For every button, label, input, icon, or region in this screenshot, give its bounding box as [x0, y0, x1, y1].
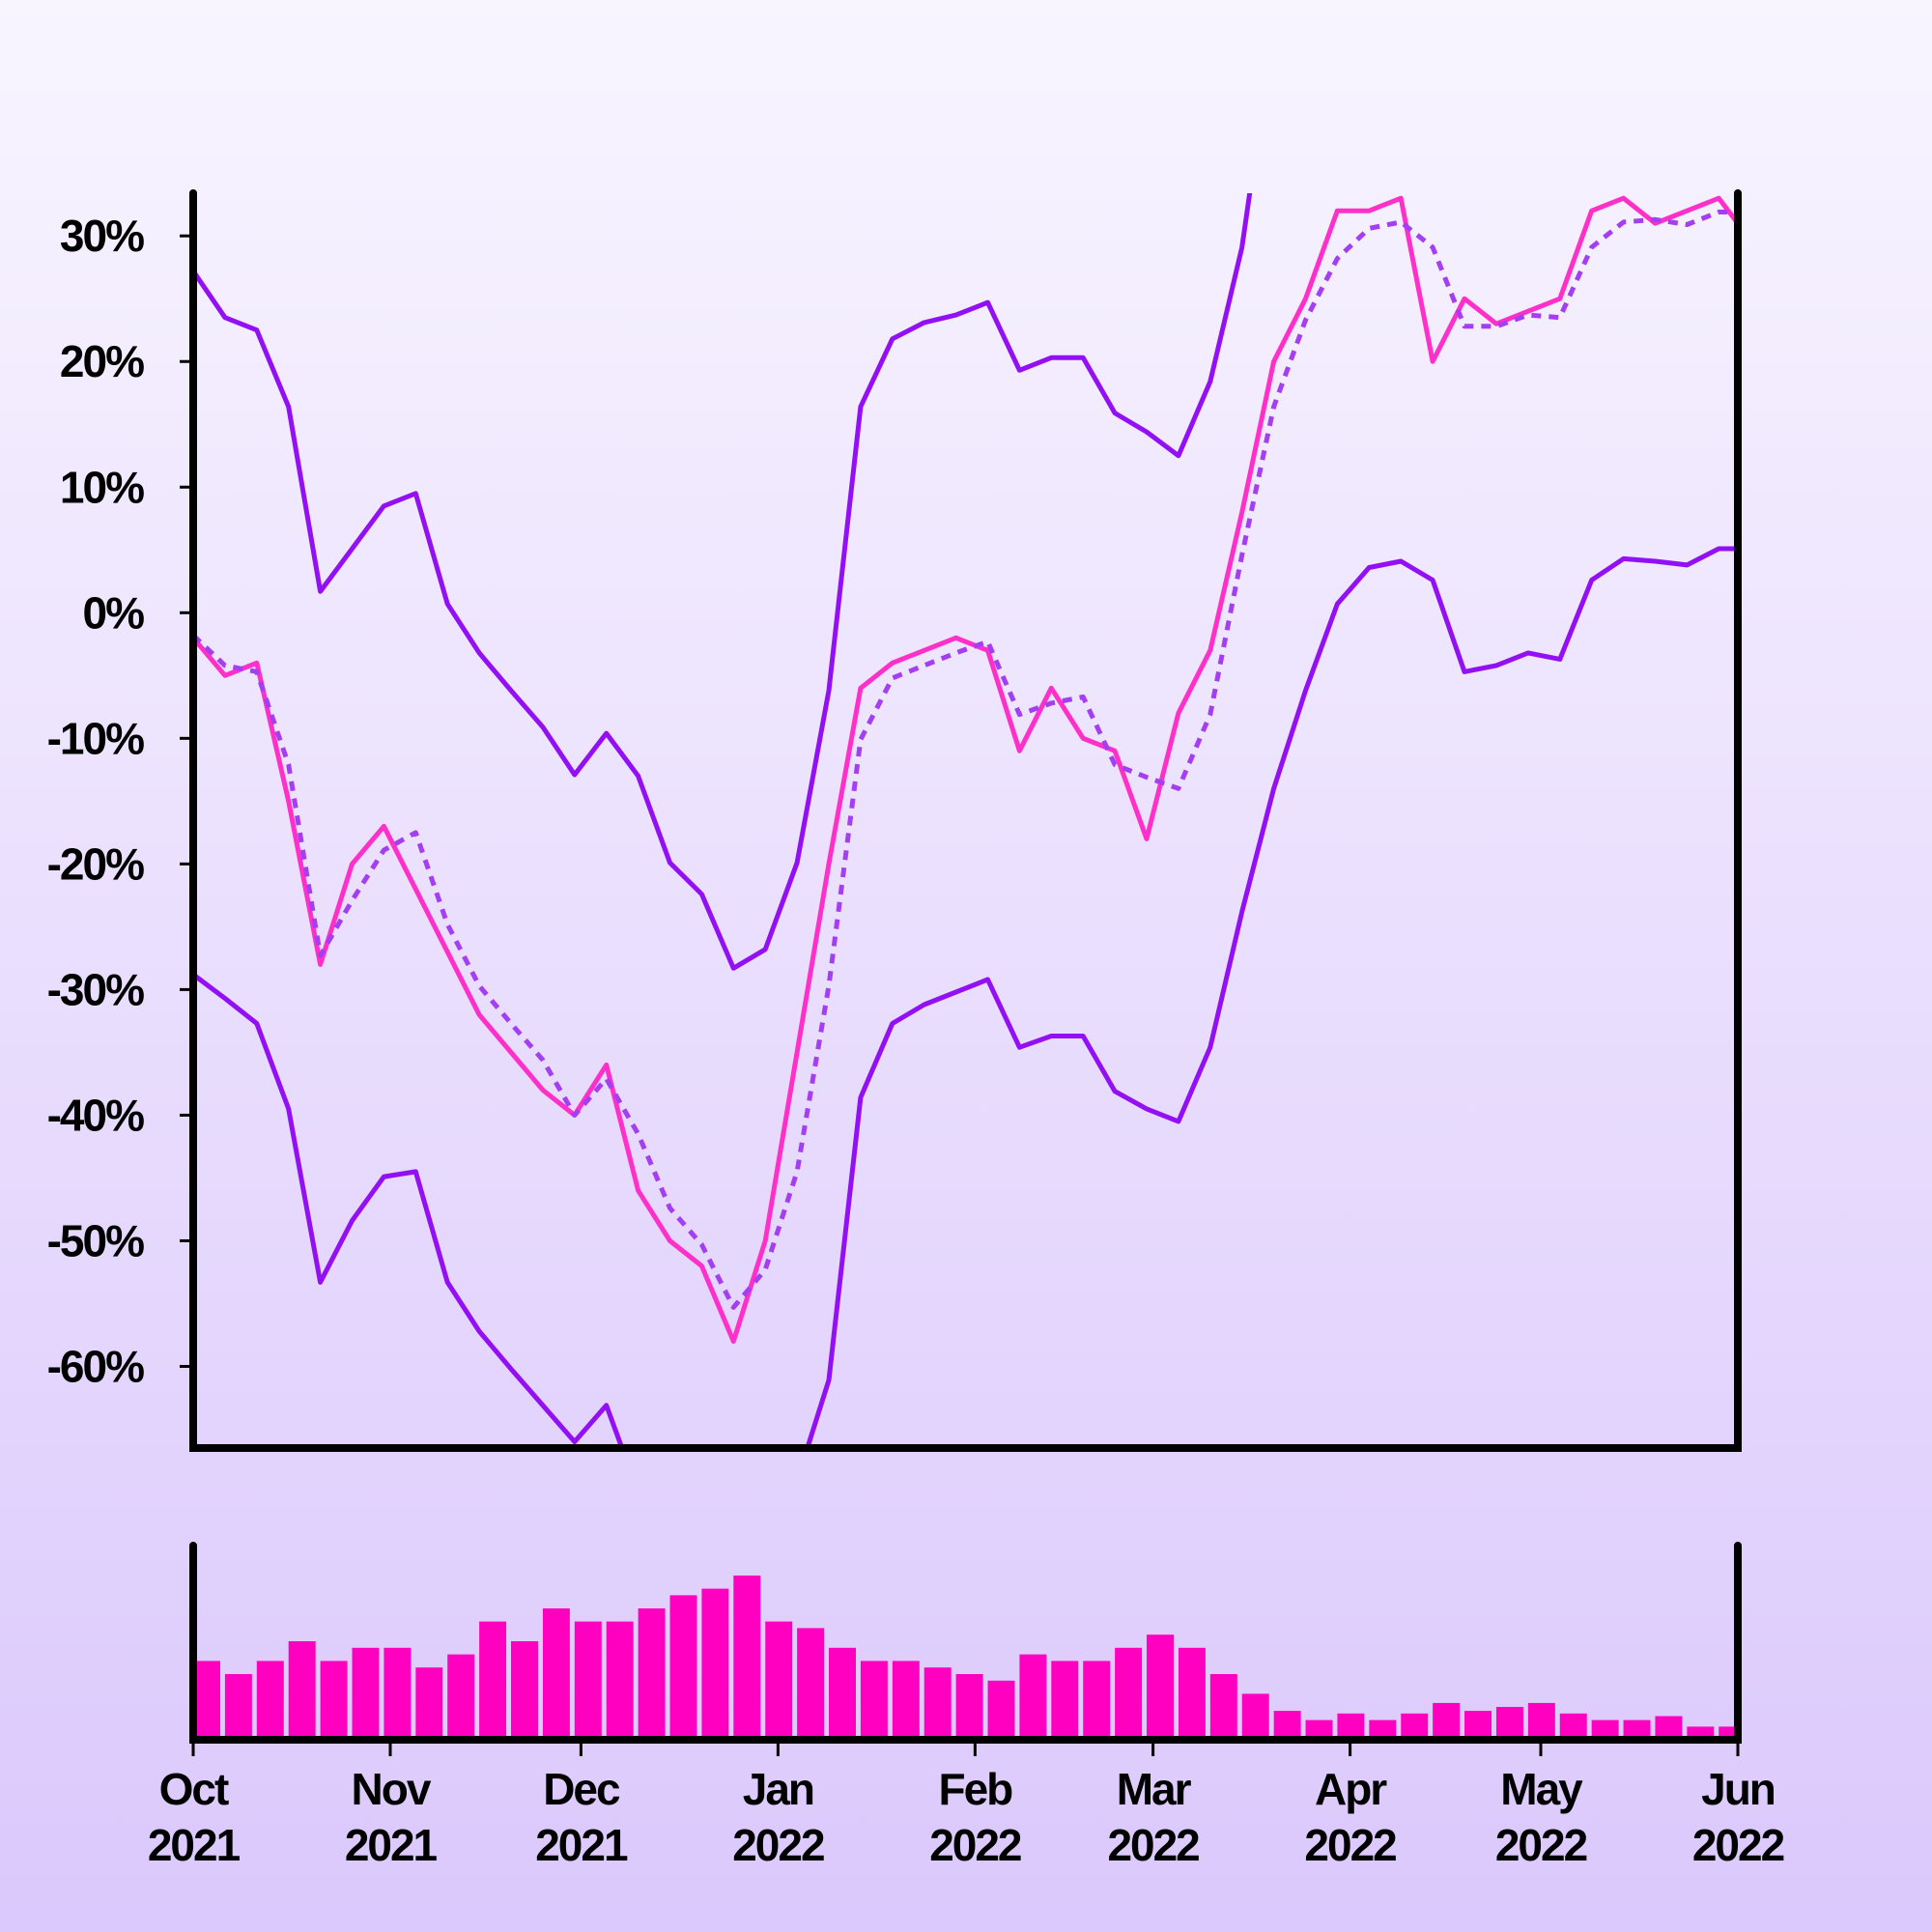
volume-bar: [1591, 1719, 1619, 1740]
volume-bar: [829, 1647, 856, 1740]
volume-bar: [384, 1647, 412, 1740]
volume-bar: [1019, 1654, 1047, 1740]
volume-bar: [256, 1661, 284, 1740]
volume-bar: [479, 1621, 507, 1740]
volume-bar: [923, 1667, 952, 1740]
y-tick-label: 30%: [60, 211, 144, 261]
x-tick-label-line: 2021: [148, 1820, 241, 1870]
y-tick-label: -40%: [47, 1090, 144, 1140]
volume-bar: [1178, 1647, 1206, 1740]
volume-bar: [1655, 1716, 1683, 1740]
volume-bar: [1527, 1702, 1555, 1740]
volume-bar: [606, 1621, 634, 1740]
x-tick-label-line: May: [1500, 1764, 1583, 1814]
y-tick-label: 10%: [60, 462, 144, 512]
x-tick-label-line: 2022: [1107, 1820, 1199, 1870]
volume-bar: [1559, 1713, 1587, 1740]
x-tick-label: Nov 2021: [345, 1764, 438, 1870]
volume-bar: [765, 1621, 793, 1740]
volume-bar: [1083, 1661, 1111, 1740]
x-tick-label-line: Feb: [938, 1764, 1012, 1814]
volume-bar: [542, 1608, 570, 1740]
volume-bar: [1305, 1719, 1333, 1740]
x-tick-label: Dec 2021: [535, 1764, 628, 1870]
volume-bar: [1209, 1674, 1237, 1740]
x-tick-label: Feb 2022: [929, 1764, 1021, 1870]
x-tick-label: Jun 2022: [1692, 1764, 1784, 1870]
x-tick-label-line: Oct: [159, 1764, 229, 1814]
x-tick-label-line: Jun: [1701, 1764, 1775, 1814]
volume-bar: [1369, 1719, 1397, 1740]
volume-bar: [1051, 1661, 1079, 1740]
volume-bar: [701, 1588, 729, 1740]
volume-bar: [955, 1674, 983, 1740]
volume-bar: [733, 1576, 761, 1740]
x-tick-label-line: 2022: [1692, 1820, 1784, 1870]
volume-bar: [797, 1628, 825, 1740]
volume-bar: [288, 1641, 316, 1740]
volume-bar: [320, 1661, 348, 1740]
x-tick-label: May 2022: [1495, 1764, 1587, 1870]
volume-bar: [1464, 1711, 1492, 1740]
volume-panel: [193, 1576, 1738, 1740]
x-tick-label-line: 2022: [1304, 1820, 1396, 1870]
y-tick-label: -50%: [47, 1215, 144, 1265]
volume-bar: [415, 1667, 443, 1740]
x-tick-label-line: 2022: [1495, 1820, 1587, 1870]
volume-axes: [189, 1542, 1742, 1744]
y-tick-label: -30%: [47, 964, 144, 1014]
volume-bar: [1495, 1707, 1523, 1740]
price-axes: [189, 189, 1742, 1452]
x-tick-label-line: Mar: [1117, 1764, 1192, 1814]
x-tick-label: Apr 2022: [1304, 1764, 1396, 1870]
x-tick-label: Mar 2022: [1107, 1764, 1199, 1870]
series-line: [193, 195, 1738, 1344]
ticks: 30% 20% 10% 0% -10% -20% -30% -40% -50% -60% Oct 20…: [47, 211, 1786, 1870]
volume-bar: [511, 1641, 538, 1740]
x-tick-label-line: Dec: [543, 1764, 620, 1814]
volume-bar: [1147, 1634, 1175, 1740]
y-tick-label: 0%: [83, 587, 145, 638]
y-tick-label: -60%: [47, 1341, 144, 1391]
volume-bar: [193, 1661, 220, 1740]
volume-bar: [987, 1680, 1015, 1740]
x-tick-label-line: Apr: [1315, 1764, 1387, 1814]
volume-bar: [447, 1654, 475, 1740]
y-tick-label: -10%: [47, 713, 144, 763]
volume-bar: [638, 1608, 666, 1740]
x-tick-label-line: 2021: [345, 1820, 438, 1870]
x-tick-label-line: 2021: [535, 1820, 628, 1870]
volume-bar: [1433, 1702, 1461, 1740]
volume-bar: [574, 1621, 602, 1740]
price-panel: [193, 193, 1738, 1448]
volume-bar: [892, 1661, 920, 1740]
volume-bar: [1241, 1693, 1269, 1740]
x-tick-label-line: 2022: [732, 1820, 824, 1870]
x-tick-label-line: Nov: [352, 1764, 432, 1814]
series-line: [193, 546, 1738, 1448]
volume-bar: [1273, 1711, 1301, 1740]
volume-bar: [1623, 1719, 1651, 1740]
volume-bar: [352, 1647, 380, 1740]
volume-bar: [224, 1674, 252, 1740]
x-tick-label: Oct 2021: [148, 1764, 241, 1870]
volume-bar: [669, 1595, 697, 1740]
volume-bar: [1401, 1713, 1429, 1740]
y-tick-label: 20%: [60, 336, 144, 386]
x-tick-label: Jan 2022: [732, 1764, 824, 1870]
x-tick-label-line: 2022: [929, 1820, 1021, 1870]
y-tick-label: -20%: [47, 838, 144, 889]
volume-bar: [1115, 1647, 1143, 1740]
volume-bar: [1337, 1713, 1365, 1740]
x-tick-label-line: Jan: [743, 1764, 813, 1814]
series-line: [193, 193, 1253, 971]
volume-bar: [860, 1661, 888, 1740]
